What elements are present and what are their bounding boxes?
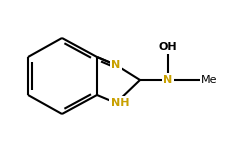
Text: N: N	[111, 60, 121, 70]
Text: Me: Me	[201, 75, 217, 85]
Text: NH: NH	[111, 98, 129, 108]
Text: N: N	[163, 75, 173, 85]
Text: OH: OH	[159, 42, 177, 52]
